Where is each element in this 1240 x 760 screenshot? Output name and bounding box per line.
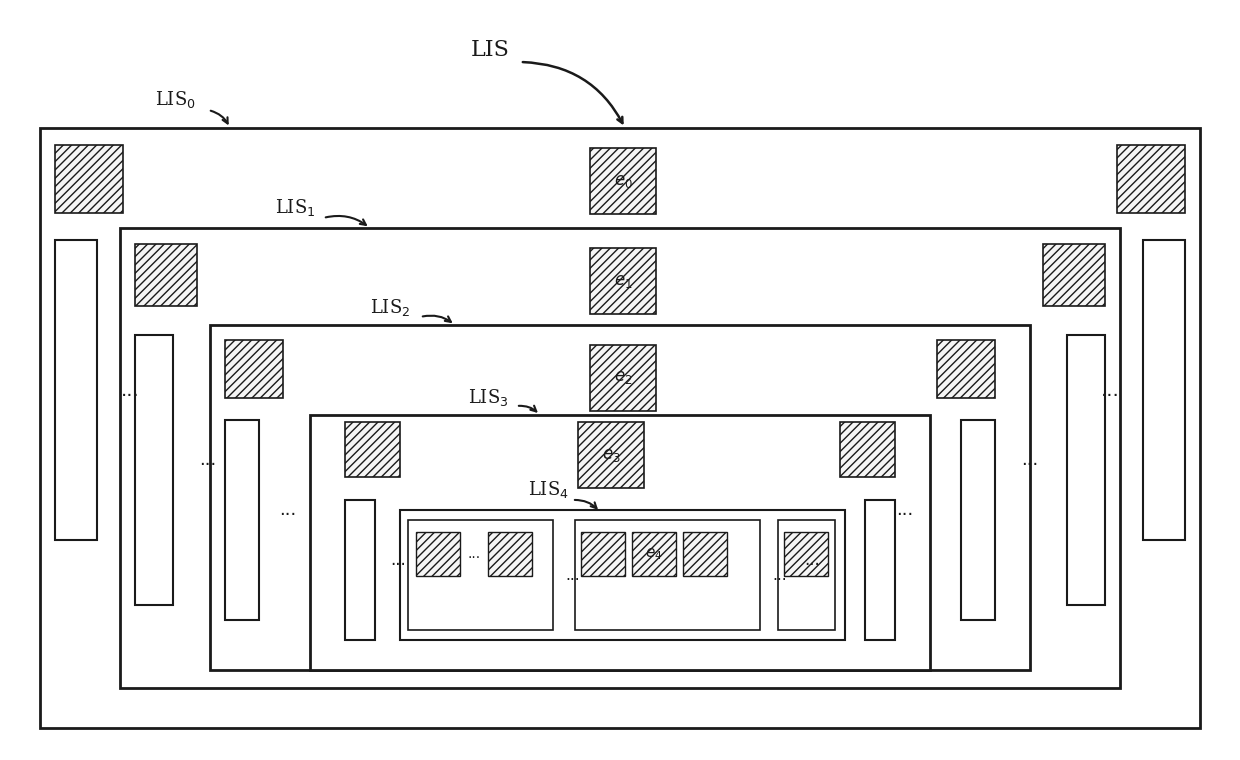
- Bar: [345, 422, 401, 477]
- Bar: [590, 148, 656, 214]
- Bar: [489, 532, 532, 576]
- Text: ...: ...: [804, 551, 820, 569]
- Bar: [55, 240, 97, 540]
- Bar: [120, 228, 1120, 688]
- Bar: [575, 520, 760, 630]
- Bar: [40, 128, 1200, 728]
- Bar: [582, 532, 625, 576]
- Bar: [55, 145, 123, 213]
- Text: ...: ...: [1101, 381, 1120, 400]
- Bar: [1066, 335, 1105, 605]
- Bar: [1117, 145, 1185, 213]
- Bar: [401, 510, 844, 640]
- Bar: [839, 422, 895, 477]
- Bar: [1043, 244, 1105, 306]
- Text: ...: ...: [391, 551, 405, 569]
- Bar: [224, 420, 259, 620]
- Text: LIS: LIS: [470, 39, 510, 61]
- Bar: [590, 248, 656, 314]
- Bar: [1143, 240, 1185, 540]
- Bar: [590, 345, 656, 411]
- Text: ...: ...: [279, 501, 296, 519]
- Bar: [784, 532, 828, 576]
- Text: ...: ...: [897, 501, 914, 519]
- Bar: [224, 340, 283, 398]
- Bar: [866, 500, 895, 640]
- Bar: [408, 520, 553, 630]
- Text: $e_2$: $e_2$: [614, 369, 632, 387]
- Text: $e_1$: $e_1$: [614, 273, 632, 290]
- Text: ...: ...: [1022, 451, 1039, 469]
- Bar: [578, 422, 644, 488]
- Text: LIS$_0$: LIS$_0$: [155, 90, 196, 110]
- Text: $e_0$: $e_0$: [614, 173, 632, 189]
- Text: LIS$_4$: LIS$_4$: [527, 480, 568, 501]
- Text: LIS$_3$: LIS$_3$: [467, 388, 508, 409]
- Bar: [632, 532, 676, 576]
- Bar: [345, 500, 374, 640]
- Bar: [683, 532, 727, 576]
- Bar: [777, 520, 835, 630]
- Text: ...: ...: [773, 568, 787, 582]
- Text: ...: ...: [120, 381, 139, 400]
- Text: LIS$_2$: LIS$_2$: [370, 297, 410, 318]
- Bar: [961, 420, 994, 620]
- Text: ...: ...: [565, 568, 580, 582]
- Bar: [310, 415, 930, 670]
- Text: $e_3$: $e_3$: [601, 447, 620, 464]
- Bar: [415, 532, 460, 576]
- Bar: [135, 244, 197, 306]
- Text: ...: ...: [467, 547, 481, 561]
- Text: LIS$_1$: LIS$_1$: [275, 198, 315, 219]
- Bar: [135, 335, 174, 605]
- Bar: [937, 340, 994, 398]
- Text: ...: ...: [200, 451, 217, 469]
- Text: $e_4$: $e_4$: [645, 546, 662, 562]
- Bar: [210, 325, 1030, 670]
